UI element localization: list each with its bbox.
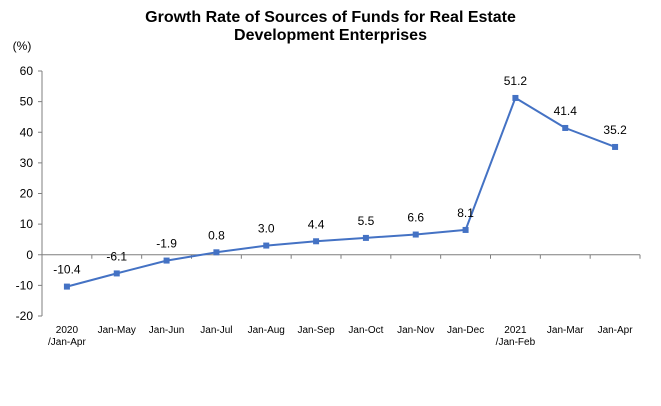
data-point — [612, 143, 619, 150]
y-axis-unit-label: (%) — [13, 39, 32, 53]
y-tick-label: 0 — [26, 248, 33, 262]
data-point — [512, 94, 519, 101]
x-axis: 2020/Jan-Apr Jan-May Jan-Jun Jan-Jul Jan-Aug… — [41, 254, 641, 348]
data-label: 3.0 — [258, 222, 275, 236]
data-labels: -10.4 -6.1 -1.9 0.8 3.0 4.4 5.5 6.6 8.1 51.2 41.4 3… — [53, 74, 627, 277]
x-tick-label: Jan-Aug — [248, 325, 285, 336]
data-point — [313, 238, 320, 245]
chart-title: Growth Rate of Sources of Funds for Real… — [0, 9, 661, 45]
data-label: 6.6 — [407, 211, 424, 225]
data-point — [562, 124, 569, 131]
y-tick-label: -20 — [16, 309, 34, 323]
x-tick-label: Jan-Jul — [200, 325, 232, 336]
data-label: 5.5 — [358, 214, 375, 228]
y-tick-label: 30 — [20, 156, 34, 170]
data-point — [213, 249, 220, 256]
x-tick-label: Jan-Apr — [598, 325, 634, 336]
data-point — [412, 231, 419, 238]
data-label: 0.8 — [208, 228, 225, 242]
series-polyline — [66, 96, 616, 288]
data-label: 51.2 — [504, 74, 528, 88]
x-tick-label: /Jan-Feb — [496, 337, 536, 348]
y-tick-label: 40 — [20, 125, 34, 139]
data-label: 35.2 — [603, 123, 627, 137]
chart-title-line-2: Development Enterprises — [234, 27, 427, 44]
x-tick-label: Jan-Dec — [447, 325, 484, 336]
data-label: 8.1 — [457, 206, 474, 220]
y-tick-label: 20 — [20, 187, 34, 201]
x-tick-label: Jan-May — [98, 325, 136, 336]
data-points — [63, 94, 619, 290]
data-label: 41.4 — [554, 104, 578, 118]
y-tick-label: 50 — [20, 95, 34, 109]
data-point — [263, 242, 270, 249]
data-label: -1.9 — [156, 237, 177, 251]
y-tick-label: 10 — [20, 217, 34, 231]
x-tick-label: Jan-Oct — [348, 325, 383, 336]
data-label: -10.4 — [53, 263, 81, 277]
x-tick-label: /Jan-Apr — [48, 337, 86, 348]
data-point — [462, 226, 469, 233]
data-label: 4.4 — [308, 217, 325, 231]
series-line — [66, 96, 616, 288]
data-point — [63, 283, 70, 290]
data-point — [113, 270, 120, 277]
chart-title-line-1: Growth Rate of Sources of Funds for Real… — [145, 9, 516, 26]
data-point — [163, 257, 170, 264]
x-tick-label: Jan-Nov — [397, 325, 434, 336]
y-tick-label: 60 — [20, 64, 34, 78]
x-tick-label: Jan-Jun — [149, 325, 185, 336]
x-tick-label: 2020 — [56, 325, 79, 336]
x-tick-label: 2021 — [504, 325, 527, 336]
y-axis: 60 50 40 30 20 10 0 -10 -20 — [16, 64, 43, 323]
y-tick-label: -10 — [16, 278, 34, 292]
x-tick-label: Jan-Mar — [547, 325, 584, 336]
data-label: -6.1 — [106, 249, 127, 263]
data-point — [362, 234, 369, 241]
x-tick-label: Jan-Sep — [297, 325, 335, 336]
